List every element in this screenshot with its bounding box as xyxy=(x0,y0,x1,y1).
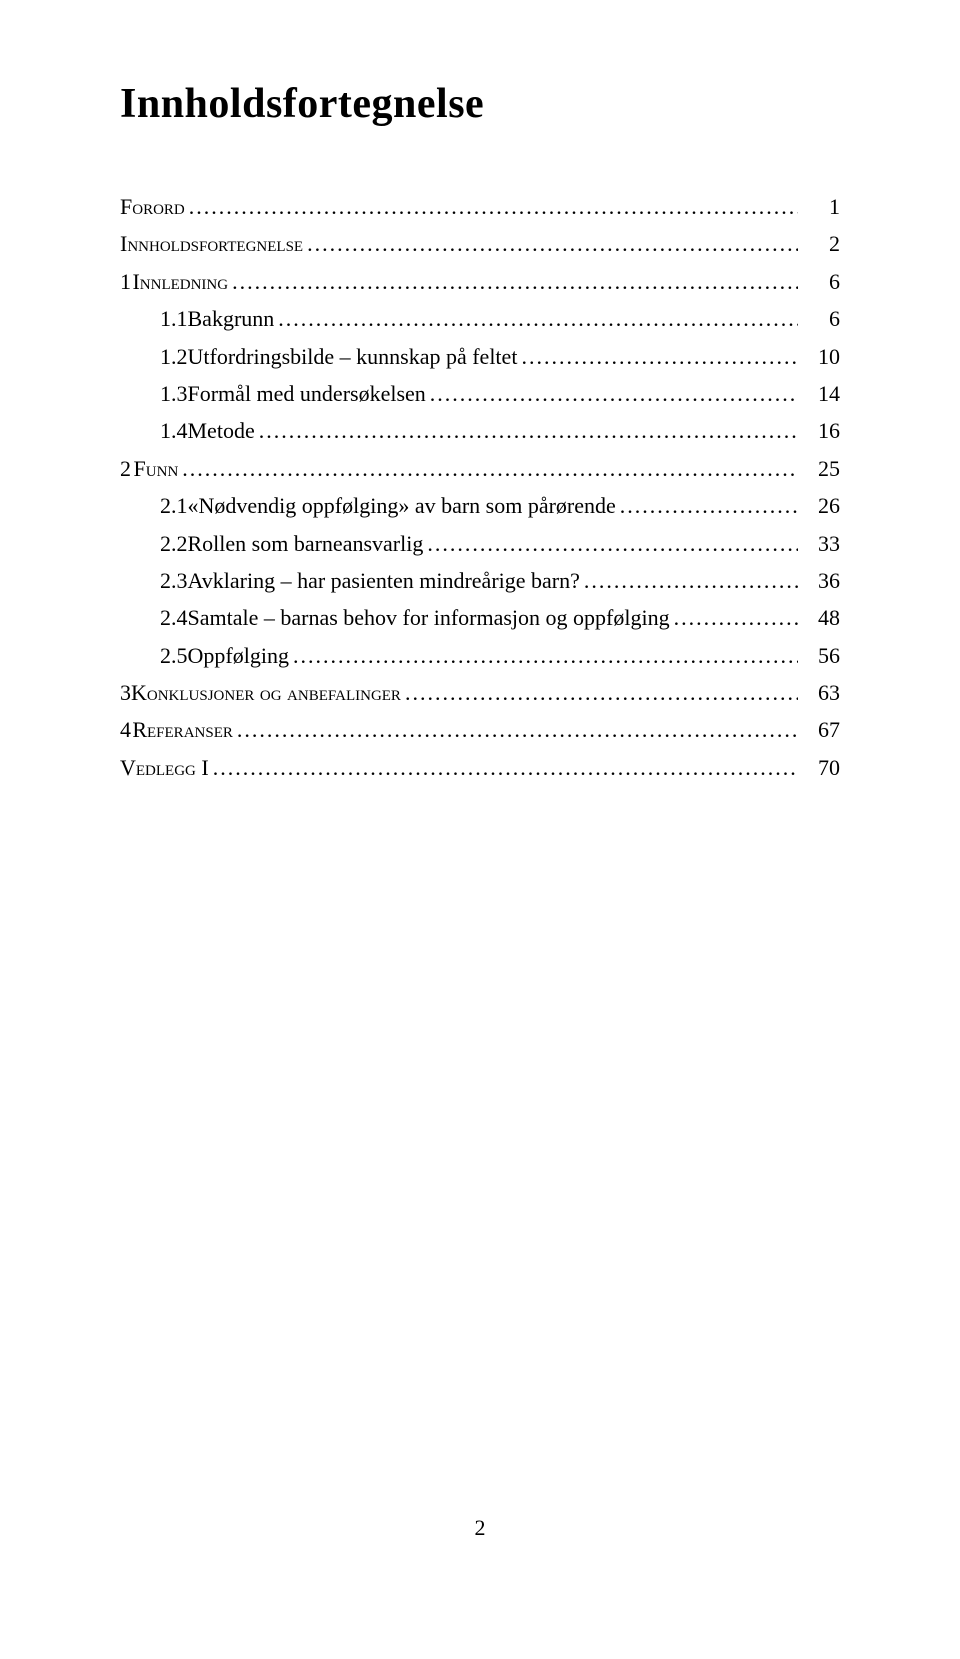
toc-number: 4 xyxy=(120,711,132,748)
toc-leader-dots xyxy=(293,637,798,674)
toc-row-section-1-2: 1.2 Utfordringsbilde – kunnskap på felte… xyxy=(120,338,840,375)
toc-page: 70 xyxy=(802,749,840,786)
toc-row-section-1-3: 1.3 Formål med undersøkelsen 14 xyxy=(120,375,840,412)
toc-number: 2.2 xyxy=(160,525,188,562)
page: Innholdsfortegnelse Forord 1 Innholdsfor… xyxy=(0,0,960,1659)
toc-label: Innledning xyxy=(132,263,228,300)
toc-number: 1.4 xyxy=(160,412,188,449)
toc-label: Rollen som barneansvarlig xyxy=(188,525,424,562)
toc-row-section-2: 2 Funn 25 xyxy=(120,450,840,487)
toc-label: Avklaring – har pasienten mindreårige ba… xyxy=(188,562,580,599)
toc-number: 2 xyxy=(120,450,134,487)
toc-leader-dots xyxy=(307,225,798,262)
toc-row-innholdsfortegnelse: Innholdsfortegnelse 2 xyxy=(120,225,840,262)
toc-page: 16 xyxy=(802,412,840,449)
toc-leader-dots xyxy=(427,525,798,562)
table-of-contents: Forord 1 Innholdsfortegnelse 2 1 Innledn… xyxy=(120,188,840,786)
toc-number: 1.3 xyxy=(160,375,188,412)
toc-leader-dots xyxy=(405,674,798,711)
toc-leader-dots xyxy=(521,338,798,375)
toc-row-section-2-2: 2.2 Rollen som barneansvarlig 33 xyxy=(120,525,840,562)
toc-label: Metode xyxy=(188,412,255,449)
toc-leader-dots xyxy=(584,562,798,599)
footer-page-number: 2 xyxy=(0,1515,960,1541)
toc-page: 48 xyxy=(802,599,840,636)
toc-label: Referanser xyxy=(132,711,233,748)
toc-page: 56 xyxy=(802,637,840,674)
toc-number: 1 xyxy=(120,263,132,300)
toc-row-section-4: 4 Referanser 67 xyxy=(120,711,840,748)
toc-number: 2.4 xyxy=(160,599,188,636)
toc-label: «Nødvendig oppfølging» av barn som pårør… xyxy=(188,487,616,524)
toc-number: 2.3 xyxy=(160,562,188,599)
toc-leader-dots xyxy=(213,749,798,786)
toc-row-section-2-4: 2.4 Samtale – barnas behov for informasj… xyxy=(120,599,840,636)
toc-leader-dots xyxy=(278,300,798,337)
page-title: Innholdsfortegnelse xyxy=(120,80,840,128)
toc-row-section-2-1: 2.1 «Nødvendig oppfølging» av barn som p… xyxy=(120,487,840,524)
toc-number: 2.5 xyxy=(160,637,188,674)
toc-page: 67 xyxy=(802,711,840,748)
toc-label: Samtale – barnas behov for informasjon o… xyxy=(188,599,670,636)
toc-label: Funn xyxy=(134,450,179,487)
toc-row-section-1-4: 1.4 Metode 16 xyxy=(120,412,840,449)
toc-page: 6 xyxy=(802,263,840,300)
toc-leader-dots xyxy=(237,711,798,748)
toc-row-section-1: 1 Innledning 6 xyxy=(120,263,840,300)
toc-row-vedlegg: Vedlegg I 70 xyxy=(120,749,840,786)
toc-page: 1 xyxy=(802,188,840,225)
toc-leader-dots xyxy=(620,487,798,524)
toc-label: Oppfølging xyxy=(188,637,289,674)
toc-page: 26 xyxy=(802,487,840,524)
toc-leader-dots xyxy=(674,599,798,636)
toc-label: Innholdsfortegnelse xyxy=(120,225,303,262)
toc-label: Bakgrunn xyxy=(188,300,275,337)
toc-row-section-3: 3 Konklusjoner og anbefalinger 63 xyxy=(120,674,840,711)
toc-page: 25 xyxy=(802,450,840,487)
toc-number: 1.2 xyxy=(160,338,188,375)
toc-page: 63 xyxy=(802,674,840,711)
toc-label: Utfordringsbilde – kunnskap på feltet xyxy=(188,338,518,375)
toc-leader-dots xyxy=(182,450,798,487)
toc-page: 36 xyxy=(802,562,840,599)
toc-number: 2.1 xyxy=(160,487,188,524)
toc-page: 6 xyxy=(802,300,840,337)
toc-page: 10 xyxy=(802,338,840,375)
toc-number: 3 xyxy=(120,674,131,711)
toc-leader-dots xyxy=(189,188,798,225)
toc-page: 14 xyxy=(802,375,840,412)
toc-label: Vedlegg I xyxy=(120,749,209,786)
toc-label: Formål med undersøkelsen xyxy=(188,375,426,412)
toc-leader-dots xyxy=(430,375,798,412)
toc-leader-dots xyxy=(232,263,798,300)
toc-page: 33 xyxy=(802,525,840,562)
toc-number: 1.1 xyxy=(160,300,188,337)
toc-label: Forord xyxy=(120,188,185,225)
toc-row-forord: Forord 1 xyxy=(120,188,840,225)
toc-leader-dots xyxy=(259,412,798,449)
toc-label: Konklusjoner og anbefalinger xyxy=(131,674,401,711)
toc-row-section-2-3: 2.3 Avklaring – har pasienten mindreårig… xyxy=(120,562,840,599)
toc-page: 2 xyxy=(802,225,840,262)
toc-row-section-1-1: 1.1 Bakgrunn 6 xyxy=(120,300,840,337)
toc-row-section-2-5: 2.5 Oppfølging 56 xyxy=(120,637,840,674)
